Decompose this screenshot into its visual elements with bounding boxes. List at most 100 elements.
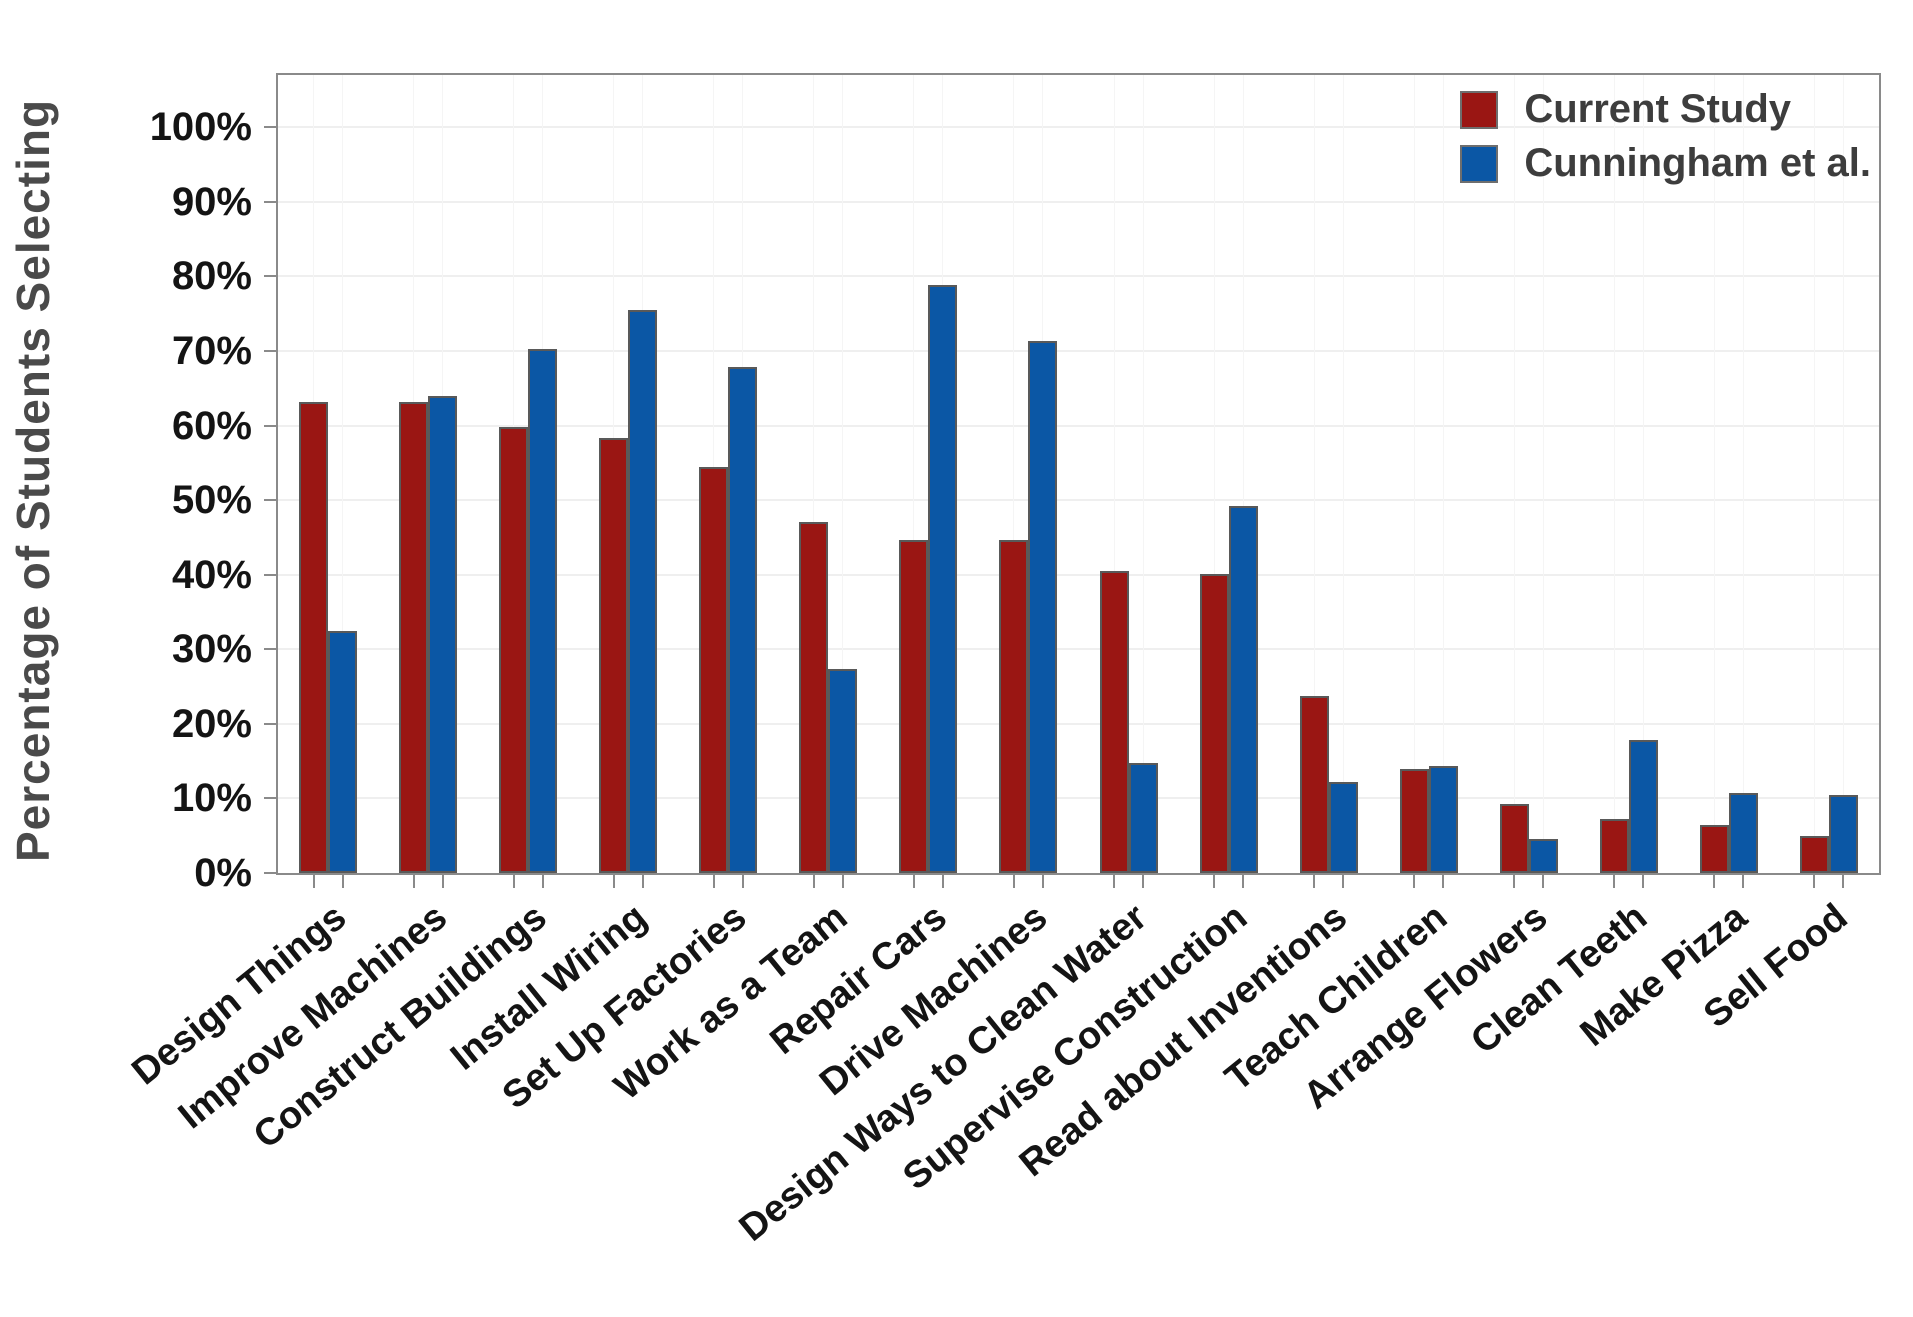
x-tick-mark xyxy=(641,875,644,888)
bar-current-study xyxy=(1499,803,1529,873)
x-tick-mark xyxy=(1713,875,1716,888)
h-gridline xyxy=(278,499,1879,502)
y-tick-mark xyxy=(264,424,276,427)
bar-current-study xyxy=(1399,769,1429,873)
x-tick-mark xyxy=(1842,875,1845,888)
x-tick-mark xyxy=(512,875,515,888)
y-tick-mark xyxy=(264,722,276,725)
x-tick-mark xyxy=(1213,875,1216,888)
bar-current-study xyxy=(1699,824,1729,873)
v-gridline xyxy=(813,75,815,873)
bar-current-study xyxy=(1299,696,1329,873)
y-tick-label: 60% xyxy=(171,403,252,448)
v-gridline xyxy=(1142,75,1144,873)
bar-cunningham xyxy=(1428,766,1458,873)
x-tick-mark xyxy=(312,875,315,888)
y-tick-mark xyxy=(264,349,276,352)
y-tick-label: 100% xyxy=(149,105,252,150)
v-gridline xyxy=(1242,75,1244,873)
h-gridline xyxy=(278,424,1879,427)
bar-cunningham xyxy=(1528,838,1558,873)
y-tick-label: 40% xyxy=(171,552,252,597)
y-tick-label: 20% xyxy=(171,701,252,746)
v-gridline xyxy=(1013,75,1015,873)
bar-cunningham xyxy=(928,285,958,873)
bar-cunningham xyxy=(428,395,458,873)
v-gridline xyxy=(1542,75,1544,873)
bar-current-study xyxy=(1099,570,1129,873)
bar-current-study xyxy=(999,540,1029,873)
x-tick-mark xyxy=(1142,875,1145,888)
legend-item: Current Study xyxy=(1460,87,1871,132)
bar-current-study xyxy=(399,401,429,873)
y-tick-mark xyxy=(264,499,276,502)
bar-current-study xyxy=(1199,573,1229,873)
y-tick-mark xyxy=(264,797,276,800)
x-tick-mark xyxy=(912,875,915,888)
y-tick-label: 50% xyxy=(171,478,252,523)
y-tick-mark xyxy=(264,648,276,651)
bar-cunningham xyxy=(1628,740,1658,873)
legend-swatch-current-study xyxy=(1460,90,1499,129)
bar-current-study xyxy=(1799,835,1829,873)
x-tick-mark xyxy=(712,875,715,888)
v-gridline xyxy=(1113,75,1115,873)
x-tick-mark xyxy=(741,875,744,888)
legend-label: Current Study xyxy=(1524,87,1791,131)
h-gridline xyxy=(278,126,1879,129)
legend-item: Cunningham et al. xyxy=(1460,141,1871,186)
x-tick-mark xyxy=(841,875,844,888)
bar-current-study xyxy=(799,521,829,873)
v-gridline xyxy=(1742,75,1744,873)
y-tick-label: 30% xyxy=(171,627,252,672)
v-gridline xyxy=(1213,75,1215,873)
x-tick-mark xyxy=(1642,875,1645,888)
x-tick-mark xyxy=(812,875,815,888)
x-tick-mark xyxy=(1413,875,1416,888)
h-gridline xyxy=(278,648,1879,651)
y-tick-mark xyxy=(264,872,276,874)
bar-cunningham xyxy=(1128,763,1158,873)
legend: Current Study Cunningham et al. xyxy=(1460,87,1871,186)
h-gridline xyxy=(278,200,1879,203)
x-tick-mark xyxy=(541,875,544,888)
h-gridline xyxy=(278,573,1879,576)
v-gridline xyxy=(1313,75,1315,873)
y-tick-mark xyxy=(264,573,276,576)
bar-current-study xyxy=(499,427,529,873)
x-tick-mark xyxy=(1742,875,1745,888)
bar-cunningham xyxy=(828,669,858,873)
x-tick-mark xyxy=(941,875,944,888)
v-gridline xyxy=(1713,75,1715,873)
y-tick-mark xyxy=(264,200,276,203)
h-gridline xyxy=(278,722,1879,725)
x-tick-mark xyxy=(1513,875,1516,888)
x-tick-mark xyxy=(1542,875,1545,888)
bar-cunningham xyxy=(1228,506,1258,873)
x-tick-mark xyxy=(1041,875,1044,888)
x-tick-mark xyxy=(1442,875,1445,888)
bar-current-study xyxy=(1599,818,1629,873)
x-tick-mark xyxy=(1813,875,1816,888)
bar-cunningham xyxy=(1328,782,1358,873)
v-gridline xyxy=(342,75,344,873)
x-tick-mark xyxy=(1313,875,1316,888)
legend-label: Cunningham et al. xyxy=(1524,141,1871,185)
v-gridline xyxy=(913,75,915,873)
h-gridline xyxy=(278,275,1879,278)
plot-area: Current Study Cunningham et al. xyxy=(276,73,1881,875)
v-gridline xyxy=(1513,75,1515,873)
y-tick-label: 10% xyxy=(171,776,252,821)
v-gridline xyxy=(1413,75,1415,873)
y-tick-label: 70% xyxy=(171,328,252,373)
v-gridline xyxy=(1442,75,1444,873)
y-tick-label: 0% xyxy=(194,851,252,895)
bar-cunningham xyxy=(328,631,358,873)
y-tick-label: 90% xyxy=(171,179,252,224)
x-tick-mark xyxy=(1012,875,1015,888)
bar-cunningham xyxy=(1828,795,1858,873)
v-gridline xyxy=(1813,75,1815,873)
x-tick-mark xyxy=(341,875,344,888)
bar-cunningham xyxy=(628,309,658,873)
